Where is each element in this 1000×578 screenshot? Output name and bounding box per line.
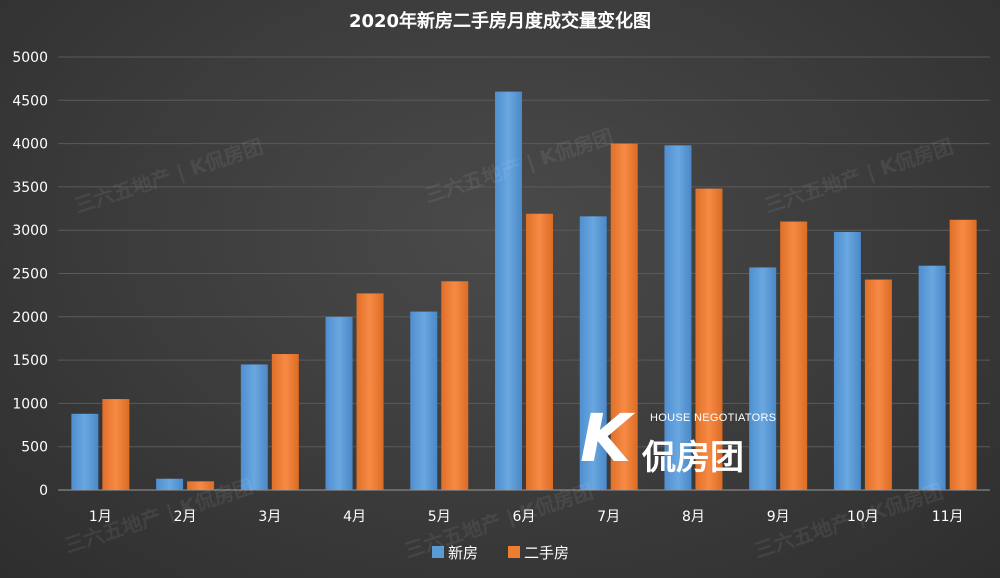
bar-second-hand [356, 293, 384, 490]
bar-new-house [240, 364, 268, 490]
legend-swatch [508, 546, 520, 558]
bar-new-house [833, 231, 861, 490]
x-axis-labels: 1月 2月 3月 4月 5月 6月 7月 8月 9月 10月 11月 [89, 509, 964, 525]
bar-second-hand [102, 399, 130, 490]
bar-new-house [918, 265, 946, 490]
y-tick-label: 0 [39, 483, 48, 499]
y-tick-label: 1000 [12, 396, 48, 412]
x-tick-label: 3月 [258, 509, 281, 525]
x-tick-label: 9月 [767, 509, 790, 525]
bar-second-hand [271, 354, 299, 490]
bar-new-house [495, 91, 522, 490]
brand-logo: K HOUSE NEGOTIATORS 侃房团 [580, 400, 780, 478]
bar-new-house [325, 316, 353, 490]
bar-new-house [749, 267, 777, 490]
bar-second-hand [780, 221, 808, 491]
y-tick-label: 3000 [12, 223, 48, 239]
y-tick-label: 4000 [12, 137, 48, 153]
x-tick-label: 2月 [174, 509, 197, 525]
bar-second-hand [949, 219, 977, 491]
x-tick-label: 7月 [597, 509, 620, 525]
bar-second-hand [610, 143, 638, 490]
y-tick-label: 5000 [12, 50, 48, 66]
bar-new-house [156, 478, 184, 490]
logo-k-mark: K [580, 400, 632, 477]
logo-chinese-text: 侃房团 [642, 438, 744, 478]
x-tick-label: 5月 [428, 509, 451, 525]
y-tick-label: 2000 [12, 310, 48, 326]
y-axis-labels: 0 500 1000 1500 2000 2500 3000 3500 4000 4500 5000 [12, 50, 48, 499]
bars [71, 91, 977, 491]
bar-second-hand [695, 188, 723, 490]
bar-new-house [71, 413, 99, 490]
bar-new-house [664, 145, 692, 490]
x-tick-label: 11月 [932, 509, 964, 525]
y-tick-label: 1500 [12, 353, 48, 369]
legend-label: 二手房 [524, 544, 569, 562]
legend-swatch [432, 546, 444, 558]
bar-new-house [410, 311, 438, 490]
y-tick-label: 4500 [12, 93, 48, 109]
logo-english-text: HOUSE NEGOTIATORS [650, 412, 777, 424]
y-tick-label: 3500 [12, 180, 48, 196]
grid-lines [58, 56, 990, 491]
x-tick-label: 8月 [682, 509, 705, 525]
legend: 新房 二手房 [432, 544, 569, 562]
x-tick-label: 10月 [847, 509, 879, 525]
bar-second-hand [187, 481, 215, 490]
x-tick-label: 6月 [513, 509, 536, 525]
y-tick-label: 500 [21, 440, 48, 456]
bar-second-hand [441, 281, 469, 490]
chart-title: 2020年新房二手房月度成交量变化图 [349, 10, 651, 32]
bar-second-hand [526, 213, 553, 490]
bar-second-hand [864, 279, 892, 490]
x-tick-label: 1月 [89, 509, 112, 525]
legend-label: 新房 [448, 544, 478, 562]
bar-new-house [579, 216, 607, 490]
x-tick-label: 4月 [343, 509, 366, 525]
y-tick-label: 2500 [12, 267, 48, 283]
